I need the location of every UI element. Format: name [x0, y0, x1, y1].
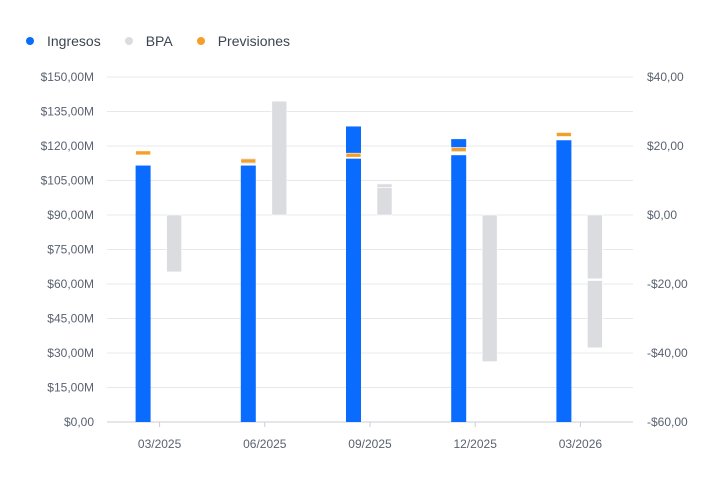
- legend-item-ingresos[interactable]: Ingresos: [26, 33, 101, 49]
- y-right-tick-label: -$40,00: [647, 346, 688, 360]
- ingresos-bar: [556, 140, 572, 422]
- x-tick-label: 09/2025: [348, 437, 392, 451]
- y-left-tick-label: $90,00M: [47, 208, 94, 222]
- y-right-tick-label: $20,00: [647, 139, 684, 153]
- bpa-bar: [166, 214, 182, 273]
- prevision-marker: [345, 152, 362, 158]
- prevision-marker: [450, 147, 467, 152]
- y-left-tick-label: $105,00M: [41, 174, 94, 188]
- prevision-marker: [556, 132, 572, 137]
- x-tick-label: 03/2025: [138, 437, 182, 451]
- ingresos-bar: [346, 126, 361, 155]
- prevision-marker: [240, 158, 257, 164]
- y-right-tick-label: $0,00: [647, 208, 677, 222]
- y-left-tick-label: $45,00M: [47, 312, 94, 326]
- bpa-bar: [587, 280, 603, 349]
- y-left-tick-label: $15,00M: [47, 381, 94, 395]
- bpa-bar: [376, 183, 393, 188]
- bpa-bar: [376, 187, 393, 216]
- ingresos-bar: [240, 165, 256, 423]
- y-left-tick-label: $60,00M: [47, 277, 94, 291]
- x-tick-label: 03/2026: [559, 437, 603, 451]
- x-tick-label: 12/2025: [454, 437, 498, 451]
- legend-dot-icon: [26, 37, 34, 45]
- legend-item-bpa[interactable]: BPA: [124, 33, 173, 49]
- y-left-tick-label: $75,00M: [47, 243, 94, 257]
- legend-label: Previsiones: [217, 33, 291, 49]
- chart-legend: Ingresos BPA Previsiones: [26, 33, 290, 49]
- legend-label: Ingresos: [47, 33, 101, 49]
- x-tick-label: 06/2025: [243, 437, 287, 451]
- y-left-tick-label: $0,00: [64, 415, 94, 429]
- bpa-bar: [271, 100, 288, 216]
- y-left-tick-label: $135,00M: [41, 105, 94, 119]
- y-left-tick-label: $30,00M: [47, 346, 94, 360]
- prevision-marker: [135, 150, 151, 156]
- legend-dot-icon: [196, 37, 205, 45]
- ingresos-bar: [451, 155, 467, 422]
- y-right-tick-label: -$60,00: [647, 415, 688, 429]
- legend-item-previsiones[interactable]: Previsiones: [196, 33, 291, 49]
- y-right-tick-label: $40,00: [647, 70, 684, 84]
- legend-dot-icon: [124, 37, 133, 45]
- bpa-bar: [481, 214, 498, 362]
- y-left-tick-label: $120,00M: [41, 139, 94, 153]
- ingresos-bar: [346, 158, 361, 422]
- legend-label: BPA: [145, 33, 173, 49]
- y-left-tick-label: $150,00M: [41, 70, 94, 84]
- y-right-tick-label: -$20,00: [647, 277, 688, 291]
- ingresos-bar: [135, 165, 151, 423]
- bpa-bar: [587, 214, 603, 280]
